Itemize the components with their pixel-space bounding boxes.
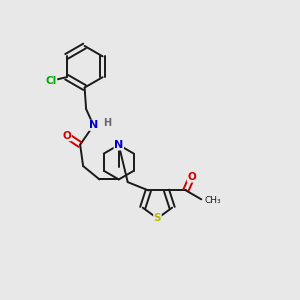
Text: N: N	[89, 120, 98, 130]
Text: Cl: Cl	[46, 76, 57, 86]
Text: H: H	[103, 118, 111, 128]
Text: O: O	[62, 131, 71, 141]
Text: CH₃: CH₃	[205, 196, 221, 205]
Text: S: S	[154, 213, 161, 224]
Text: N: N	[114, 140, 123, 150]
Text: O: O	[188, 172, 196, 182]
